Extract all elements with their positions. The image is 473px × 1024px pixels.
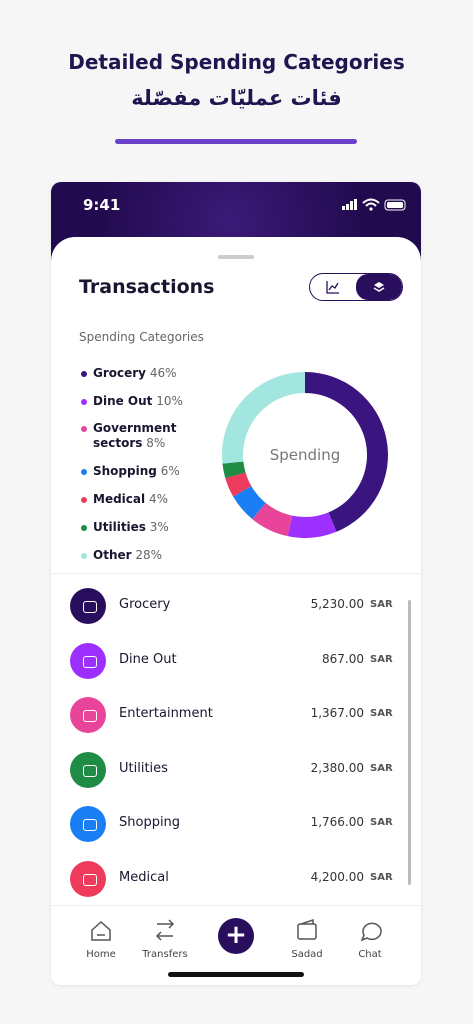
transaction-currency: SAR bbox=[370, 871, 393, 883]
legend-item: Other 28% bbox=[81, 548, 191, 563]
phone: 9:41 Transactions Spending Categories Gr… bbox=[51, 182, 421, 985]
headline-ar: فئات عمليّات مفصّلة bbox=[131, 86, 342, 110]
legend-name: Utilities bbox=[93, 520, 146, 534]
category-icon bbox=[70, 697, 106, 733]
legend-name: Grocery bbox=[93, 366, 147, 380]
transaction-row[interactable]: Shopping 1,766.00 SAR bbox=[51, 797, 421, 851]
nav-icons bbox=[91, 918, 382, 942]
legend-dot bbox=[81, 399, 87, 405]
legend-item: Dine Out 10% bbox=[81, 394, 191, 409]
transaction-currency: SAR bbox=[370, 708, 393, 719]
legend-dot bbox=[81, 525, 87, 531]
transaction-name: Utilities bbox=[119, 760, 168, 776]
transaction-name: Dine Out bbox=[119, 651, 177, 667]
nav-label[interactable]: Transfers bbox=[142, 949, 188, 960]
transaction-amount: 1,766.00 bbox=[310, 815, 364, 829]
legend-text: Grocery 46% bbox=[93, 366, 191, 381]
add-button[interactable]: + bbox=[218, 918, 254, 954]
divider bbox=[51, 573, 421, 574]
donut: Spending bbox=[222, 372, 388, 538]
category-icon bbox=[70, 588, 106, 624]
transaction-currency: SAR bbox=[370, 762, 393, 774]
legend-value: 8% bbox=[146, 436, 166, 450]
status-icons bbox=[342, 198, 406, 211]
sheet bbox=[51, 237, 421, 985]
handle bbox=[218, 255, 254, 259]
headline: Detailed Spending Categories bbox=[68, 50, 405, 74]
transaction-row[interactable]: Entertainment 1,367.00 SAR bbox=[51, 688, 421, 742]
transaction-row[interactable]: Utilities 2,380.00 SAR bbox=[51, 743, 421, 797]
transaction-amount: 5,230.00 bbox=[310, 597, 364, 611]
transaction-row[interactable]: Grocery 5,230.00 SAR bbox=[51, 579, 421, 633]
category-icon bbox=[70, 642, 106, 679]
legend-dot bbox=[81, 371, 87, 377]
legend-name: Shopping bbox=[93, 464, 157, 478]
legend-value: 6% bbox=[160, 464, 180, 478]
legend-dot bbox=[81, 553, 87, 559]
category-icon bbox=[70, 806, 106, 842]
section-label: Spending Categories bbox=[79, 330, 204, 344]
donut-segment bbox=[287, 512, 337, 538]
screen-title: Transactions bbox=[79, 276, 215, 298]
transaction-name: Grocery bbox=[119, 597, 171, 612]
legend-text: Medical 4% bbox=[93, 492, 191, 507]
transaction-currency: SAR bbox=[370, 817, 393, 828]
transaction-row[interactable]: Dine Out 867.00 SAR bbox=[51, 634, 421, 688]
view-toggle[interactable] bbox=[309, 273, 403, 301]
nav-label[interactable]: Sadad bbox=[291, 949, 323, 960]
transaction-amount: 867.00 bbox=[322, 651, 364, 666]
legend-value: 10% bbox=[156, 394, 183, 408]
legend-dot bbox=[81, 469, 87, 475]
transaction-amount: 2,380.00 bbox=[310, 760, 364, 775]
legend-name: Other bbox=[93, 548, 132, 562]
donut-segment bbox=[222, 372, 305, 464]
legend-dot bbox=[81, 497, 87, 503]
category-icon bbox=[70, 751, 106, 788]
transaction-currency: SAR bbox=[370, 599, 393, 610]
donut-segment bbox=[233, 486, 266, 520]
legend-value: 3% bbox=[149, 520, 169, 534]
legend-text: Other 28% bbox=[93, 548, 191, 563]
transaction-name: Medical bbox=[119, 869, 169, 885]
nav-label[interactable]: Chat bbox=[358, 949, 382, 960]
donut-segment bbox=[305, 372, 388, 532]
donut-segment bbox=[222, 461, 246, 479]
legend-name: Government sectors bbox=[93, 421, 177, 450]
legend-name: Medical bbox=[93, 492, 146, 506]
home-indicator bbox=[168, 972, 304, 977]
legend-text: Shopping 6% bbox=[93, 464, 191, 479]
scrollbar bbox=[408, 600, 411, 885]
donut-segment bbox=[225, 472, 252, 497]
legend-text: Utilities 3% bbox=[93, 520, 191, 535]
donut-label: Spending bbox=[270, 446, 341, 464]
transaction-list: Grocery 5,230.00 SAR Dine Out 867.00 SAR Enter… bbox=[51, 579, 421, 905]
legend-text: Government sectors 8% bbox=[93, 421, 191, 451]
transaction-name: Shopping bbox=[119, 815, 181, 830]
legend-name: Dine Out bbox=[93, 394, 153, 408]
legend-dot bbox=[81, 426, 87, 432]
legend-item: Grocery 46% bbox=[81, 366, 191, 381]
transaction-amount: 4,200.00 bbox=[310, 869, 364, 884]
legend-value: 4% bbox=[148, 492, 168, 506]
category-icon bbox=[70, 860, 106, 897]
transaction-row[interactable]: Medical 4,200.00 SAR bbox=[51, 852, 421, 906]
legend-value: 46% bbox=[149, 366, 177, 380]
transaction-amount: 1,367.00 bbox=[310, 706, 364, 720]
donut-segment bbox=[252, 502, 293, 537]
transaction-currency: SAR bbox=[370, 653, 393, 665]
transaction-name: Entertainment bbox=[119, 706, 213, 721]
status-time: 9:41 bbox=[83, 196, 121, 214]
legend-item: Utilities 3% bbox=[81, 520, 191, 535]
accent-bar bbox=[115, 139, 357, 144]
legend-text: Dine Out 10% bbox=[93, 394, 191, 409]
legend-item: Government sectors 8% bbox=[81, 421, 191, 451]
legend-value: 28% bbox=[135, 548, 163, 562]
legend-item: Shopping 6% bbox=[81, 464, 191, 479]
legend-item: Medical 4% bbox=[81, 492, 191, 507]
nav-label[interactable]: Home bbox=[86, 949, 116, 960]
